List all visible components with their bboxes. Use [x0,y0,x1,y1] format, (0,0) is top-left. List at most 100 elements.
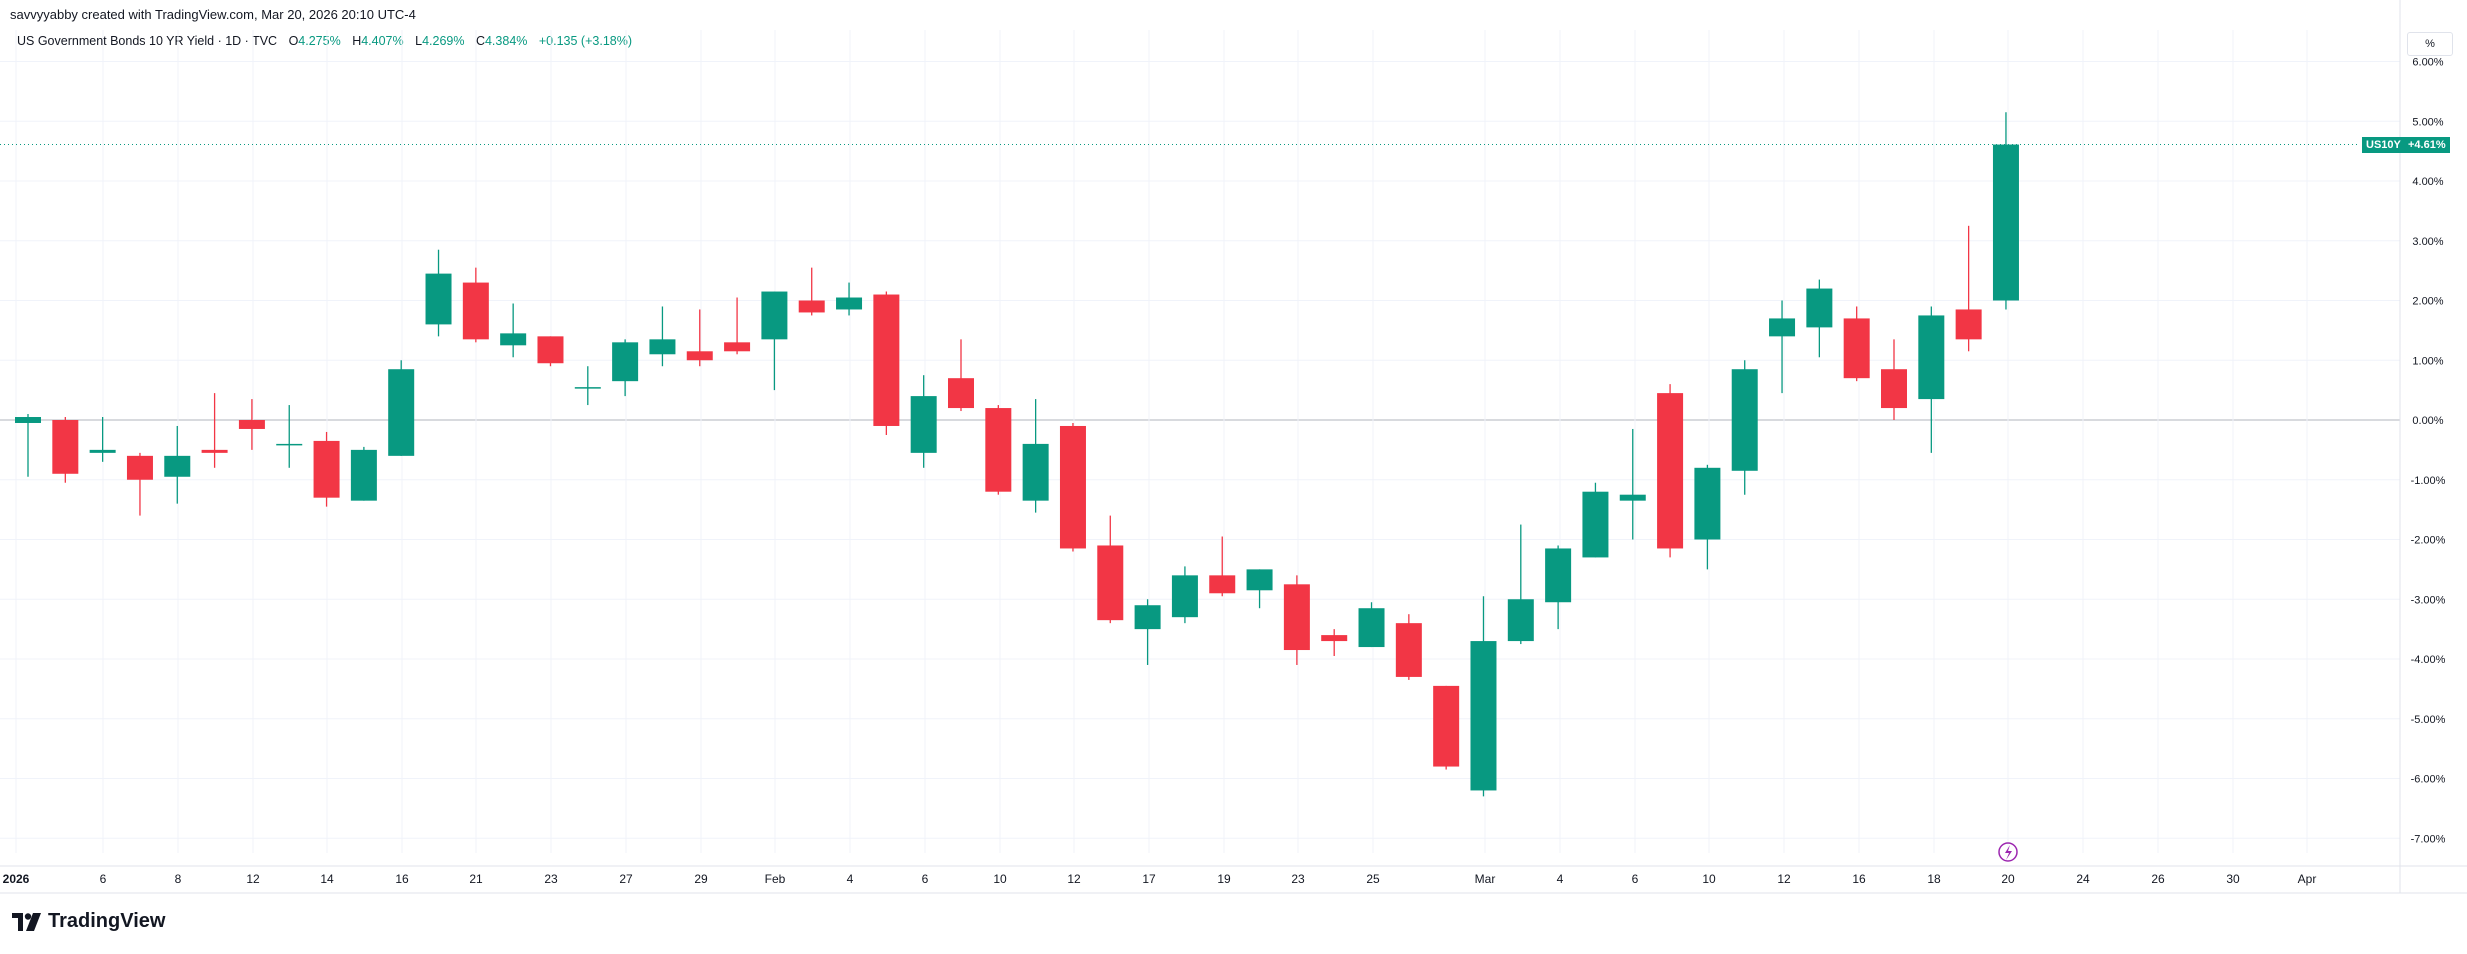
candles [0,112,2360,797]
candle-down [1097,515,1124,624]
candle-up [164,425,191,504]
candle-body [350,449,377,501]
candle-body [462,282,489,340]
x-tick-label: 27 [619,872,633,886]
candle-body [1992,144,2019,301]
candle-body [1059,425,1086,549]
y-tick-label: 4.00% [2412,176,2443,188]
candle-body [873,294,900,426]
candle-body [15,417,41,423]
x-tick-label: 24 [2076,872,2090,886]
candle-up [1806,279,1833,358]
x-tick-label: 2026 [3,872,30,886]
x-tick-label: 29 [694,872,708,886]
y-tick-label: -7.00% [2411,833,2446,845]
candle-up [15,414,41,477]
author-attribution: savvyyabby created with TradingView.com,… [10,7,416,22]
candle-up [1992,112,2019,310]
x-tick-label: Mar [1475,872,1496,886]
candle-up [1545,545,1572,630]
candle-down [724,297,751,355]
candle-body [425,273,452,325]
event-marker-icon [1998,842,2018,862]
x-tick-label: Apr [2298,872,2317,886]
y-tick-label: -1.00% [2411,475,2446,487]
y-tick-label: -5.00% [2411,714,2446,726]
candle-up [612,339,639,397]
candle-body [126,455,153,480]
candle-down [1843,306,1870,382]
candle-body [313,440,340,498]
price-tag-symbol: US10Y [2362,136,2405,153]
high-label: H [352,34,362,48]
symbol-legend: US Government Bonds 10 YR Yield · 1D · T… [17,34,632,48]
candle-up [500,303,527,358]
candle-down [1433,685,1460,770]
tradingview-logo[interactable]: TradingView [12,910,165,933]
candle-up [1694,464,1721,570]
tradingview-wordmark: TradingView [48,910,166,932]
candle-down [1321,629,1348,657]
candle-up [276,405,303,468]
candle-up [1918,306,1945,453]
candle-down [873,291,900,435]
candle-body [1171,575,1198,618]
open-value: 4.275% [298,34,341,48]
candle-down [238,399,265,450]
x-tick-label: 10 [1702,872,1716,886]
x-tick-label: 4 [1557,872,1564,886]
open-label: O [288,34,299,48]
candle-up [1731,360,1758,495]
candle-down [313,431,340,507]
candle-down [1395,614,1422,680]
candle-up [388,360,415,456]
candle-down [126,452,153,516]
candle-body [1545,548,1572,603]
lightning-icon [2005,845,2012,860]
x-tick-label: 19 [1217,872,1231,886]
candle-down [985,405,1012,495]
candle-up [1582,482,1609,558]
x-tick-label: 17 [1142,872,1156,886]
candle-body [910,396,937,453]
y-tick-label: 1.00% [2412,355,2443,367]
candle-up [1246,569,1273,609]
percent-scale-button[interactable]: % [2407,32,2453,56]
y-tick-label: -2.00% [2411,535,2446,547]
tradingview-logo-icon [12,912,41,931]
chart-grid [0,30,2400,853]
candle-body [1955,309,1982,340]
candle-up [1171,566,1198,624]
candle-body [276,443,303,446]
x-tick-label: 21 [469,872,483,886]
candle-body [1283,584,1310,651]
candle-down [1955,225,1982,352]
candle-body [1022,443,1049,501]
x-tick-label: 4 [847,872,854,886]
candle-body [724,342,751,352]
candle-body [1881,369,1907,409]
candle-up [1022,399,1049,513]
candle-body [1694,467,1721,540]
candle-body [388,369,415,456]
candle-body [1395,623,1422,677]
axes: 6.00% 5.00% 4.00% 3.00% 2.00% 1.00% 0.00% -1.00… [0,0,2467,894]
candle-body [537,336,564,364]
candle-body [985,408,1012,492]
close-label: C [475,34,485,48]
candle-up [910,375,937,468]
candle-body [1657,393,1684,549]
candle-body [574,387,601,389]
candle-body [1507,599,1534,642]
candle-body [948,378,974,409]
candle-down [1881,339,1907,420]
candle-up [1507,524,1534,645]
candle-body [649,339,676,355]
x-tick-label: 12 [1777,872,1791,886]
candle-body [1769,318,1796,337]
candle-up [1769,300,1796,394]
close-value: 4.384% [484,34,528,48]
x-tick-label: 6 [1632,872,1639,886]
candle-body [1321,635,1348,642]
